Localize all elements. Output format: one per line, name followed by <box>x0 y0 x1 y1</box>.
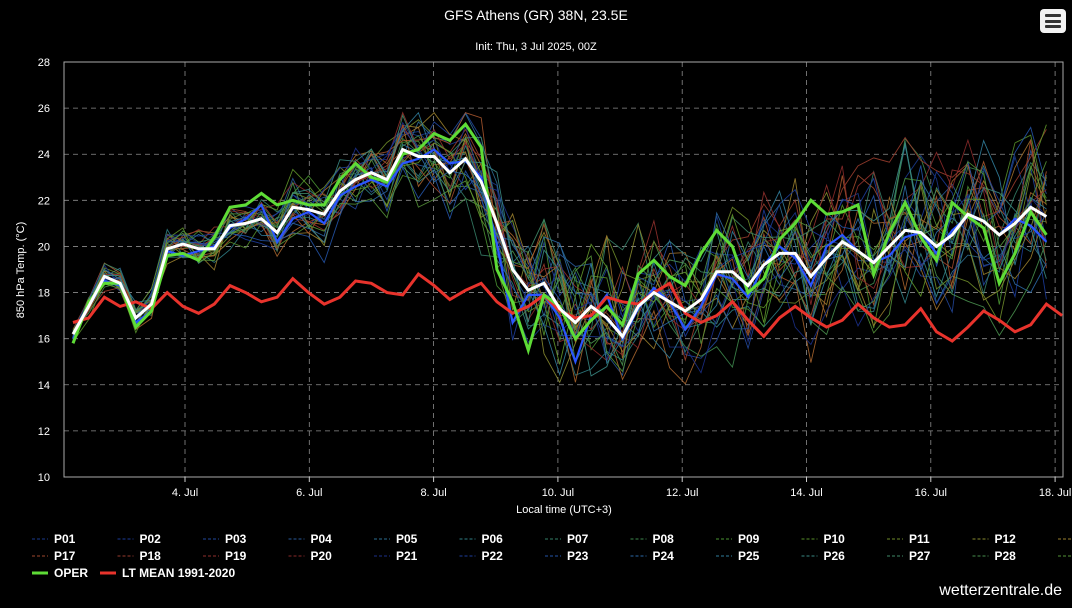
y-tick-label: 24 <box>38 149 50 161</box>
member-line-p10 <box>72 134 1047 344</box>
y-axis-label: 850 hPa Temp. (°C) <box>15 222 27 319</box>
legend-label: P28 <box>995 549 1017 563</box>
legend-item[interactable]: P19 <box>203 549 247 563</box>
legend-label: P25 <box>738 549 760 563</box>
y-tick-label: 14 <box>38 380 50 392</box>
legend-label: P21 <box>396 549 418 563</box>
legend-item[interactable]: P05 <box>374 532 418 546</box>
legend-label: P09 <box>738 532 760 546</box>
legend-item[interactable]: P06 <box>459 532 504 546</box>
legend-item[interactable]: P17 <box>32 549 76 563</box>
legend-label: P06 <box>482 532 504 546</box>
legend-item[interactable]: P18 <box>117 549 162 563</box>
legend-item[interactable]: OPER <box>32 566 88 580</box>
legend-item[interactable]: P28 <box>972 549 1017 563</box>
x-tick-label: 8. Jul <box>420 487 446 499</box>
y-tick-label: 26 <box>38 103 50 115</box>
chart-subtitle: Init: Thu, 3 Jul 2025, 00Z <box>475 41 597 53</box>
legend-item[interactable]: P08 <box>630 532 675 546</box>
legend-label: P19 <box>225 549 247 563</box>
legend-label: P12 <box>995 532 1017 546</box>
y-axis: 10 12 14 16 18 20 22 24 26 28 <box>38 57 50 484</box>
member-line-p17 <box>72 140 1047 336</box>
legend-item[interactable]: P03 <box>203 532 247 546</box>
member-line-p11 <box>72 119 1047 334</box>
x-tick-label: 14. Jul <box>790 487 822 499</box>
x-axis: 4. Jul 6. Jul 8. Jul 10. Jul 12. Jul 14. Jul 1… <box>172 477 1071 499</box>
member-line-p29 <box>72 158 1047 373</box>
legend-item[interactable]: P22 <box>459 549 504 563</box>
legend-item[interactable]: P13 <box>1058 532 1072 546</box>
legend-label: P22 <box>482 549 504 563</box>
legend: P01 P02 P03 P04 P05 P06 P07 P08 P09 P10 P11 P12 P13 P… <box>32 532 1072 580</box>
legend-label: P20 <box>311 549 333 563</box>
plot-area-border <box>63 61 1064 478</box>
legend-item[interactable]: P04 <box>288 532 333 546</box>
y-tick-label: 20 <box>38 241 50 253</box>
legend-item[interactable]: LT MEAN 1991-2020 <box>100 566 235 580</box>
x-tick-label: 12. Jul <box>666 487 698 499</box>
legend-item[interactable]: P02 <box>117 532 162 546</box>
legend-label: P27 <box>909 549 931 563</box>
legend-item[interactable]: P07 <box>545 532 589 546</box>
legend-label: P10 <box>824 532 846 546</box>
x-tick-label: 6. Jul <box>296 487 322 499</box>
legend-item[interactable]: P29 <box>1058 549 1072 563</box>
legend-label: OPER <box>54 566 88 580</box>
x-tick-label: 10. Jul <box>542 487 574 499</box>
legend-item[interactable]: P10 <box>801 532 846 546</box>
member-line-p24 <box>72 143 1047 347</box>
y-tick-label: 18 <box>38 288 50 300</box>
legend-item[interactable]: P25 <box>716 549 760 563</box>
y-tick-label: 10 <box>38 472 50 484</box>
avg-line <box>71 147 1048 340</box>
legend-label: P26 <box>824 549 846 563</box>
legend-item[interactable]: P11 <box>887 532 930 546</box>
legend-label: P03 <box>225 532 247 546</box>
y-tick-label: 16 <box>38 334 50 346</box>
legend-label: LT MEAN 1991-2020 <box>122 566 235 580</box>
legend-item[interactable]: P23 <box>545 549 589 563</box>
x-tick-label: 4. Jul <box>172 487 198 499</box>
y-tick-label: 22 <box>38 195 50 207</box>
legend-item[interactable]: P20 <box>288 549 333 563</box>
x-tick-label: 16. Jul <box>915 487 947 499</box>
hamburger-menu-icon[interactable] <box>1040 9 1066 33</box>
main-series <box>71 121 1063 366</box>
y-tick-label: 12 <box>38 426 50 438</box>
legend-label: P02 <box>140 532 162 546</box>
legend-label: P04 <box>311 532 333 546</box>
legend-label: P05 <box>396 532 418 546</box>
legend-label: P11 <box>909 532 930 546</box>
ensemble-members <box>72 111 1047 385</box>
member-line-p26 <box>72 143 1047 377</box>
member-line-p25 <box>72 111 1047 377</box>
chart-title: GFS Athens (GR) 38N, 23.5E <box>444 7 628 23</box>
legend-label: P17 <box>54 549 76 563</box>
legend-label: P18 <box>140 549 162 563</box>
legend-item[interactable]: P27 <box>887 549 931 563</box>
legend-item[interactable]: P24 <box>630 549 675 563</box>
legend-label: P07 <box>567 532 589 546</box>
legend-item[interactable]: P01 <box>32 532 76 546</box>
legend-item[interactable]: P26 <box>801 549 846 563</box>
x-tick-label: 18. Jul <box>1039 487 1071 499</box>
member-line-p18 <box>72 124 1047 362</box>
legend-item[interactable]: P09 <box>716 532 760 546</box>
y-tick-label: 28 <box>38 57 50 69</box>
legend-label: P08 <box>653 532 675 546</box>
legend-item[interactable]: P12 <box>972 532 1017 546</box>
legend-item[interactable]: P21 <box>374 549 418 563</box>
watermark: wetterzentrale.de <box>938 582 1062 599</box>
legend-label: P23 <box>567 549 589 563</box>
legend-label: P24 <box>653 549 675 563</box>
x-axis-label: Local time (UTC+3) <box>516 504 612 516</box>
legend-label: P01 <box>54 532 76 546</box>
